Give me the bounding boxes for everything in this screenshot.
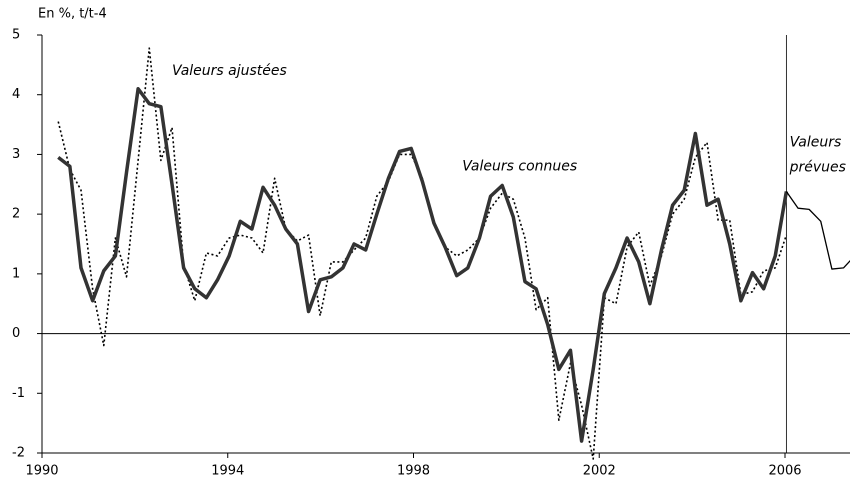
y-tick-label: 5 [12,28,20,43]
y-tick-label: 0 [12,326,20,341]
y-tick-label: -2 [12,446,25,461]
series-line [785,191,850,270]
annotation: Valeurs [790,134,842,150]
x-tick-label: 1998 [397,464,430,479]
plot-area [57,47,850,460]
y-tick-label: 4 [12,87,20,102]
annotation: Valeurs connues [462,158,577,174]
x-tick-label: 2006 [768,464,801,479]
y-tick-label: -1 [12,386,25,401]
x-tick-label: 1990 [25,464,58,479]
series-line [57,86,789,443]
x-tick-label: 2002 [583,464,616,479]
annotation: Valeurs ajustées [172,63,287,79]
y-tick-label: 2 [12,207,20,222]
series-line [57,47,788,460]
annotation: prévues [789,159,846,175]
y-axis-label: En %, t/t-4 [38,7,107,22]
y-tick-label: 3 [12,147,20,162]
x-tick-label: 1994 [211,464,244,479]
y-tick-label: 1 [12,266,20,281]
